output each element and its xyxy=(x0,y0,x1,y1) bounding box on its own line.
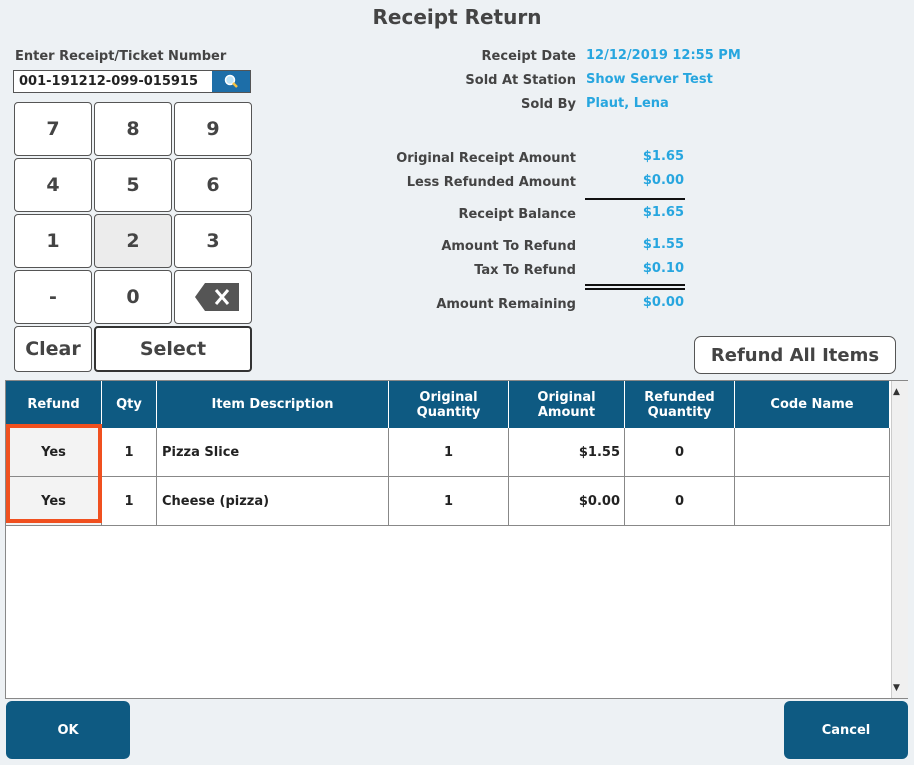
keypad-key[interactable]: 6 xyxy=(174,158,252,212)
amount-label: Less Refunded Amount xyxy=(406,175,576,190)
keypad-key[interactable]: 1 xyxy=(14,214,92,268)
amount-value: $1.55 xyxy=(642,237,684,252)
refund-toggle[interactable]: Yes xyxy=(6,428,102,477)
column-header: Qty xyxy=(102,381,157,428)
keypad-key[interactable]: 0 xyxy=(94,270,172,324)
keypad-key[interactable]: 2 xyxy=(94,214,172,268)
amount-value: $0.00 xyxy=(642,295,684,310)
column-header: Item Description xyxy=(157,381,389,428)
refund-toggle[interactable]: Yes xyxy=(6,477,102,526)
keypad-key[interactable]: 4 xyxy=(14,158,92,212)
scrollbar[interactable]: ▲ ▼ xyxy=(891,381,908,698)
amount-label: Receipt Balance xyxy=(458,207,576,222)
column-header: Original Amount xyxy=(509,381,625,428)
amount-label: Tax To Refund xyxy=(474,263,576,278)
receipt-label: Enter Receipt/Ticket Number xyxy=(15,49,227,64)
info-label: Receipt Date xyxy=(481,49,576,64)
scroll-up[interactable]: ▲ xyxy=(893,387,900,397)
amount-label: Original Receipt Amount xyxy=(396,151,576,166)
amount-value: $1.65 xyxy=(642,205,684,220)
refund-all-button[interactable]: Refund All Items xyxy=(694,336,896,374)
search-button[interactable] xyxy=(212,71,250,92)
info-label: Sold By xyxy=(521,97,576,112)
table-body: Refund Qty Item Description Original Quanti… xyxy=(6,381,890,698)
info-value: 12/12/2019 12:55 PM xyxy=(586,48,741,63)
keypad-key[interactable]: - xyxy=(14,270,92,324)
table-cell: 0 xyxy=(625,477,735,526)
table-cell: Pizza Slice xyxy=(157,428,389,477)
amount-value: $1.65 xyxy=(642,149,684,164)
column-header: Original Quantity xyxy=(389,381,509,428)
column-header: Refunded Quantity xyxy=(625,381,735,428)
info-label: Sold At Station xyxy=(465,73,576,88)
clear-button[interactable]: Clear xyxy=(14,326,92,372)
highlight xyxy=(6,424,102,523)
info-value: Plaut, Lena xyxy=(586,96,669,111)
receipt-input[interactable]: 001-191212-099-015915 xyxy=(13,70,251,93)
table-cell: 0 xyxy=(625,428,735,477)
table-cell xyxy=(735,428,890,477)
receipt-input-value: 001-191212-099-015915 xyxy=(19,74,199,89)
column-header: Refund xyxy=(6,381,102,428)
table-cell: 1 xyxy=(102,477,157,526)
search-icon xyxy=(224,74,238,88)
table-cell: 1 xyxy=(389,477,509,526)
double-divider xyxy=(585,284,685,290)
keypad-key[interactable]: 7 xyxy=(14,102,92,156)
column-header: Code Name xyxy=(735,381,890,428)
scroll-down[interactable]: ▼ xyxy=(893,683,900,693)
cancel-button[interactable]: Cancel xyxy=(784,701,908,759)
title: Receipt Return xyxy=(372,5,542,29)
table-cell: 1 xyxy=(389,428,509,477)
table-cell: $0.00 xyxy=(509,477,625,526)
keypad-key[interactable]: 3 xyxy=(174,214,252,268)
items-table: Refund Qty Item Description Original Quanti… xyxy=(5,380,908,699)
backspace-key[interactable] xyxy=(174,270,252,324)
table-cell: $1.55 xyxy=(509,428,625,477)
ok-button[interactable]: OK xyxy=(6,701,130,759)
amount-value: $0.00 xyxy=(642,173,684,188)
table-cell: 1 xyxy=(102,428,157,477)
divider xyxy=(585,198,685,200)
keypad-key[interactable]: 5 xyxy=(94,158,172,212)
table-cell xyxy=(735,477,890,526)
amount-value: $0.10 xyxy=(642,261,684,276)
keypad-key[interactable]: 9 xyxy=(174,102,252,156)
table-cell: Cheese (pizza) xyxy=(157,477,389,526)
amount-label: Amount To Refund xyxy=(441,239,576,254)
info-value: Show Server Test xyxy=(586,72,713,87)
backspace-icon xyxy=(195,283,239,311)
select-button[interactable]: Select xyxy=(94,326,252,372)
keypad-key[interactable]: 8 xyxy=(94,102,172,156)
amount-label: Amount Remaining xyxy=(436,297,576,312)
